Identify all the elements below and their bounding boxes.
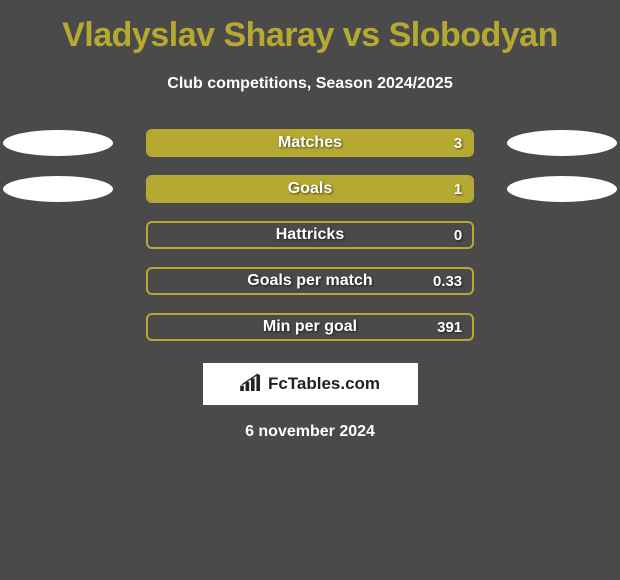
oval-marker <box>507 130 617 156</box>
stat-label: Hattricks <box>148 226 472 244</box>
left-player-marker <box>0 130 116 156</box>
stat-bar: Hattricks0 <box>146 221 474 249</box>
stat-bar: Goals per match0.33 <box>146 267 474 295</box>
page-subtitle: Club competitions, Season 2024/2025 <box>167 75 452 93</box>
chart-bar-icon <box>240 373 262 396</box>
stat-bar: Min per goal391 <box>146 313 474 341</box>
stat-label: Goals per match <box>148 272 472 290</box>
stat-bar: Goals1 <box>146 175 474 203</box>
stat-value: 0 <box>454 227 462 244</box>
right-player-marker <box>504 176 620 202</box>
stat-label: Min per goal <box>148 318 472 336</box>
stat-value: 1 <box>454 181 462 198</box>
stat-value: 0.33 <box>433 273 462 290</box>
stat-row: Goals per match0.33 <box>0 267 620 295</box>
left-player-marker <box>0 176 116 202</box>
comparison-infographic: Vladyslav Sharay vs Slobodyan Club compe… <box>0 0 620 451</box>
branding-text: FcTables.com <box>268 374 380 394</box>
oval-marker <box>3 130 113 156</box>
stat-bar: Matches3 <box>146 129 474 157</box>
right-player-marker <box>504 130 620 156</box>
branding-panel[interactable]: FcTables.com <box>203 363 418 405</box>
stat-row: Min per goal391 <box>0 313 620 341</box>
oval-marker <box>507 176 617 202</box>
oval-marker <box>3 176 113 202</box>
stat-label: Goals <box>148 180 472 198</box>
date-label: 6 november 2024 <box>245 423 375 441</box>
stat-label: Matches <box>148 134 472 152</box>
stat-row: Matches3 <box>0 129 620 157</box>
stats-list: Matches3Goals1Hattricks0Goals per match0… <box>0 129 620 341</box>
stat-value: 3 <box>454 135 462 152</box>
stat-row: Hattricks0 <box>0 221 620 249</box>
page-title: Vladyslav Sharay vs Slobodyan <box>62 16 558 55</box>
stat-row: Goals1 <box>0 175 620 203</box>
stat-value: 391 <box>437 319 462 336</box>
